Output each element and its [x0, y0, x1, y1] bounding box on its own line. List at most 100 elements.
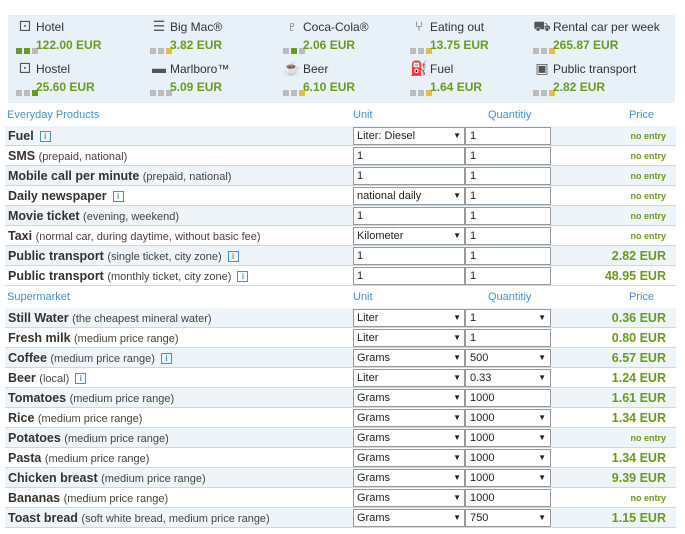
summary-label: Hotel: [36, 20, 65, 34]
unit-select[interactable]: Grams ▼: [353, 429, 465, 447]
unit-select[interactable]: Grams ▼: [353, 489, 465, 507]
unit-select[interactable]: Liter ▼: [353, 309, 465, 327]
dropdown-arrow-icon[interactable]: ▼: [453, 191, 461, 200]
cigarette-icon: ▬: [152, 60, 166, 76]
dropdown-arrow-icon[interactable]: ▼: [453, 493, 461, 502]
unit-input[interactable]: 1: [353, 207, 465, 225]
quantity-input[interactable]: 1: [465, 227, 551, 245]
quantity-select[interactable]: 1 ▼: [465, 309, 551, 327]
quantity-input[interactable]: 1: [465, 147, 551, 165]
info-icon[interactable]: i: [227, 251, 239, 262]
price-value: 1.61 EUR: [611, 391, 666, 405]
dropdown-arrow-icon[interactable]: ▼: [453, 313, 461, 322]
price-value: no entry: [630, 493, 666, 503]
unit-select[interactable]: Grams ▼: [353, 389, 465, 407]
unit-input[interactable]: 1: [353, 267, 465, 285]
dropdown-arrow-icon[interactable]: ▼: [453, 393, 461, 402]
quantity-input[interactable]: 1: [465, 329, 551, 347]
unit-value: 1: [357, 170, 364, 182]
quantity-value: 1: [470, 332, 477, 344]
summary-tile: ☕ Beer 6.10 EUR: [279, 57, 405, 99]
quantity-select[interactable]: 500 ▼: [465, 349, 551, 367]
product-detail: (medium price range): [101, 473, 206, 485]
unit-select[interactable]: Grams ▼: [353, 469, 465, 487]
quantity-value: 1: [470, 230, 477, 242]
dropdown-arrow-icon[interactable]: ▼: [453, 131, 461, 140]
unit-select[interactable]: Liter ▼: [353, 369, 465, 387]
dropdown-arrow-icon[interactable]: ▼: [453, 373, 461, 382]
unit-select[interactable]: Liter ▼: [353, 329, 465, 347]
product-title: Fuel: [8, 129, 34, 143]
price-value: 2.82 EUR: [611, 249, 666, 263]
unit-value: Grams: [357, 352, 390, 364]
dropdown-arrow-icon[interactable]: ▼: [453, 513, 461, 522]
unit-select[interactable]: national daily ▼: [353, 187, 465, 205]
info-icon[interactable]: i: [75, 373, 87, 384]
quantity-input[interactable]: 1: [465, 187, 551, 205]
dropdown-arrow-icon[interactable]: ▼: [538, 413, 546, 422]
quantity-select[interactable]: 0.33 ▼: [465, 369, 551, 387]
dropdown-arrow-icon[interactable]: ▼: [538, 453, 546, 462]
dropdown-arrow-icon[interactable]: ▼: [453, 433, 461, 442]
dropdown-arrow-icon[interactable]: ▼: [453, 413, 461, 422]
table-row: Coffee (medium price range) i Grams ▼ 500 ▼ 6.…: [5, 348, 676, 368]
dropdown-arrow-icon[interactable]: ▼: [538, 433, 546, 442]
table-row: Pasta (medium price range) Grams ▼ 1000 ▼ 1.3…: [5, 448, 676, 468]
quantity-value: 1000: [470, 452, 495, 464]
dropdown-arrow-icon[interactable]: ▼: [453, 333, 461, 342]
unit-select[interactable]: Grams ▼: [353, 449, 465, 467]
dropdown-arrow-icon[interactable]: ▼: [538, 513, 546, 522]
dropdown-arrow-icon[interactable]: ▼: [538, 313, 546, 322]
dropdown-arrow-icon[interactable]: ▼: [453, 453, 461, 462]
quantity-select[interactable]: 750 ▼: [465, 509, 551, 527]
product-title: Public transport: [8, 249, 104, 263]
quantity-input[interactable]: 1: [465, 267, 551, 285]
dropdown-arrow-icon[interactable]: ▼: [453, 353, 461, 362]
unit-select[interactable]: Grams ▼: [353, 349, 465, 367]
product-name: Public transport (single ticket, city zo…: [8, 249, 239, 263]
dropdown-arrow-icon[interactable]: ▼: [453, 473, 461, 482]
info-icon[interactable]: i: [237, 271, 249, 282]
summary-value: 2.82 EUR: [553, 80, 606, 94]
price-value: no entry: [630, 131, 666, 141]
unit-select[interactable]: Kilometer ▼: [353, 227, 465, 245]
info-icon[interactable]: i: [160, 353, 172, 364]
dropdown-arrow-icon[interactable]: ▼: [538, 473, 546, 482]
unit-select[interactable]: Liter: Diesel ▼: [353, 127, 465, 145]
product-detail: (medium price range): [74, 333, 179, 345]
unit-select[interactable]: Grams ▼: [353, 509, 465, 527]
info-icon[interactable]: i: [112, 191, 124, 202]
unit-input[interactable]: 1: [353, 167, 465, 185]
quantity-input[interactable]: 1000: [465, 489, 551, 507]
unit-select[interactable]: Grams ▼: [353, 409, 465, 427]
product-title: Coffee: [8, 351, 47, 365]
quantity-input[interactable]: 1: [465, 167, 551, 185]
quantity-input[interactable]: 1000: [465, 389, 551, 407]
dropdown-arrow-icon[interactable]: ▼: [538, 373, 546, 382]
quantity-value: 0.33: [470, 372, 492, 384]
price-value: no entry: [630, 171, 666, 181]
quantity-input[interactable]: 1: [465, 247, 551, 265]
price-level-indicator: [16, 41, 40, 59]
quantity-value: 1: [470, 150, 477, 162]
unit-value: Grams: [357, 392, 390, 404]
quantity-select[interactable]: 1000 ▼: [465, 429, 551, 447]
product-name: Fuel i: [8, 129, 51, 143]
dropdown-arrow-icon[interactable]: ▼: [453, 231, 461, 240]
table-row: Fuel i Liter: Diesel ▼ 1 no entry: [5, 126, 676, 146]
fork-knife-icon: ⑂: [414, 18, 424, 34]
quantity-select[interactable]: 1000 ▼: [465, 449, 551, 467]
table-row: Mobile call per minute (prepaid, nationa…: [5, 166, 676, 186]
summary-value: 122.00 EUR: [36, 38, 102, 52]
unit-input[interactable]: 1: [353, 247, 465, 265]
quantity-input[interactable]: 1: [465, 207, 551, 225]
unit-input[interactable]: 1: [353, 147, 465, 165]
quantity-input[interactable]: 1: [465, 127, 551, 145]
product-name: Beer (local) i: [8, 371, 87, 385]
price-value: 1.24 EUR: [611, 371, 666, 385]
quantity-value: 1000: [470, 492, 495, 504]
quantity-select[interactable]: 1000 ▼: [465, 469, 551, 487]
quantity-select[interactable]: 1000 ▼: [465, 409, 551, 427]
dropdown-arrow-icon[interactable]: ▼: [538, 353, 546, 362]
info-icon[interactable]: i: [39, 131, 51, 142]
